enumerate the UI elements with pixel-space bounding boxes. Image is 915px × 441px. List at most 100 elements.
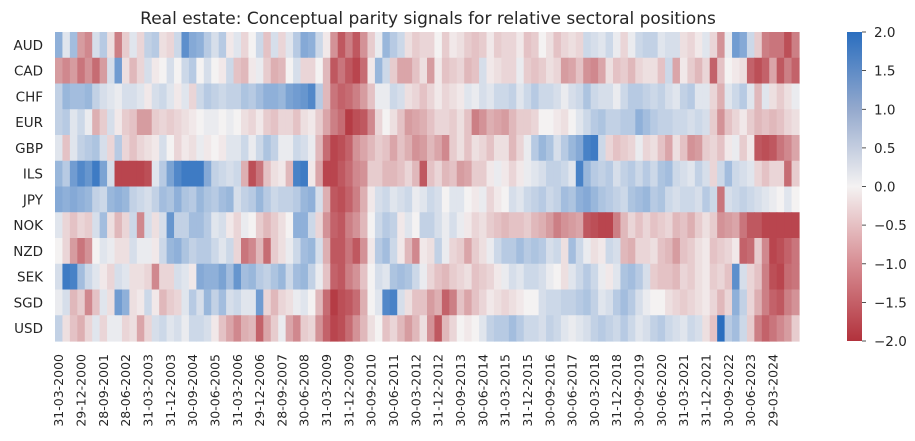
heatmap-cell xyxy=(784,109,793,136)
heatmap-cell xyxy=(635,238,644,265)
heatmap-cell xyxy=(672,32,681,59)
heatmap-cell xyxy=(241,315,250,342)
heatmap-cell xyxy=(419,32,428,59)
heatmap-cell xyxy=(709,57,718,85)
heatmap-cell xyxy=(717,263,726,291)
heatmap-cell xyxy=(553,238,562,265)
heatmap-cell xyxy=(188,135,197,162)
heatmap-cell xyxy=(650,263,659,291)
heatmap-cell xyxy=(397,315,406,342)
heatmap-cell xyxy=(679,263,688,291)
heatmap-cell xyxy=(479,135,488,162)
heatmap-cell xyxy=(218,263,227,291)
heatmap-cell xyxy=(657,289,666,316)
heatmap-cell xyxy=(136,263,145,291)
heatmap-cell xyxy=(278,263,287,291)
heatmap-cell xyxy=(84,289,93,316)
heatmap-cell xyxy=(382,135,391,162)
heatmap-cell xyxy=(330,135,339,162)
heatmap-cell xyxy=(739,135,748,162)
heatmap-cell xyxy=(99,83,108,110)
heatmap-cell xyxy=(776,109,785,136)
heatmap-cell xyxy=(754,57,763,85)
heatmap-cell xyxy=(174,186,183,213)
heatmap-cell xyxy=(650,212,659,239)
heatmap-cell xyxy=(69,57,78,85)
heatmap-cell xyxy=(241,135,250,162)
heatmap-cell xyxy=(315,32,324,59)
heatmap-cell xyxy=(374,32,383,59)
heatmap-cell xyxy=(300,212,309,239)
heatmap-cell xyxy=(687,160,696,188)
heatmap-cell xyxy=(776,32,785,59)
heatmap-cell xyxy=(248,289,257,316)
heatmap-cell xyxy=(352,160,361,188)
heatmap-cell xyxy=(255,289,264,316)
heatmap-cell xyxy=(374,135,383,162)
heatmap-cell xyxy=(620,160,629,188)
heatmap-cell xyxy=(471,160,480,188)
heatmap-cell xyxy=(241,83,250,110)
heatmap-cell xyxy=(665,212,674,239)
heatmap-cell xyxy=(151,263,160,291)
heatmap-cell xyxy=(181,135,190,162)
heatmap-cell xyxy=(211,263,220,291)
heatmap-cell xyxy=(382,57,391,85)
heatmap-cell xyxy=(590,186,599,213)
heatmap-cell xyxy=(672,109,681,136)
heatmap-cell xyxy=(732,238,741,265)
heatmap-cell xyxy=(233,32,242,59)
heatmap-cell xyxy=(739,57,748,85)
heatmap-cell xyxy=(226,135,235,162)
heatmap-cell xyxy=(702,32,711,59)
heatmap-cell xyxy=(590,263,599,291)
heatmap-cell xyxy=(330,83,339,110)
heatmap-cell xyxy=(307,109,316,136)
heatmap-cell xyxy=(694,186,703,213)
heatmap-cell xyxy=(724,32,733,59)
heatmap-cell xyxy=(69,212,78,239)
colorbar-ticks: 2.0 1.5 1.0 0.5 0.0 −0.5 −1.0 −1.5 −2.0 xyxy=(862,25,907,350)
heatmap-cell xyxy=(315,289,324,316)
heatmap-cell xyxy=(553,212,562,239)
heatmap-cell xyxy=(598,315,607,342)
heatmap-cell xyxy=(650,32,659,59)
heatmap-cell xyxy=(211,238,220,265)
heatmap-cell xyxy=(746,186,755,213)
heatmap-cell xyxy=(464,212,473,239)
heatmap-cell xyxy=(278,238,287,265)
heatmap-cell xyxy=(702,263,711,291)
heatmap-cell xyxy=(181,160,190,188)
heatmap-cell xyxy=(84,109,93,136)
heatmap-cell xyxy=(166,32,175,59)
heatmap-cell xyxy=(99,109,108,136)
heatmap-cell xyxy=(345,212,354,239)
heatmap-cell xyxy=(345,160,354,188)
heatmap-cell xyxy=(479,57,488,85)
heatmap-cell xyxy=(546,32,555,59)
heatmap-cell xyxy=(159,32,168,59)
x-tick-label: 31-03-2000 xyxy=(51,354,66,427)
heatmap-cell xyxy=(196,186,205,213)
heatmap-cell xyxy=(382,289,391,316)
heatmap-cell xyxy=(300,57,309,85)
heatmap-cell xyxy=(293,32,302,59)
heatmap-cell xyxy=(218,83,227,110)
x-tick-label: 31-12-2012 xyxy=(431,354,446,427)
heatmap-cell xyxy=(613,238,622,265)
heatmap-cell xyxy=(203,109,212,136)
heatmap-cell xyxy=(434,315,443,342)
heatmap-cells xyxy=(55,32,800,342)
heatmap-cell xyxy=(389,109,398,136)
heatmap-cell xyxy=(263,238,272,265)
heatmap-cell xyxy=(307,238,316,265)
heatmap-cell xyxy=(449,160,458,188)
heatmap-cell xyxy=(367,238,376,265)
heatmap-cell xyxy=(389,83,398,110)
heatmap-cell xyxy=(211,32,220,59)
heatmap-cell xyxy=(404,212,413,239)
heatmap-cell xyxy=(181,32,190,59)
heatmap-cell xyxy=(598,289,607,316)
heatmap-cell xyxy=(538,32,547,59)
heatmap-cell xyxy=(55,238,64,265)
